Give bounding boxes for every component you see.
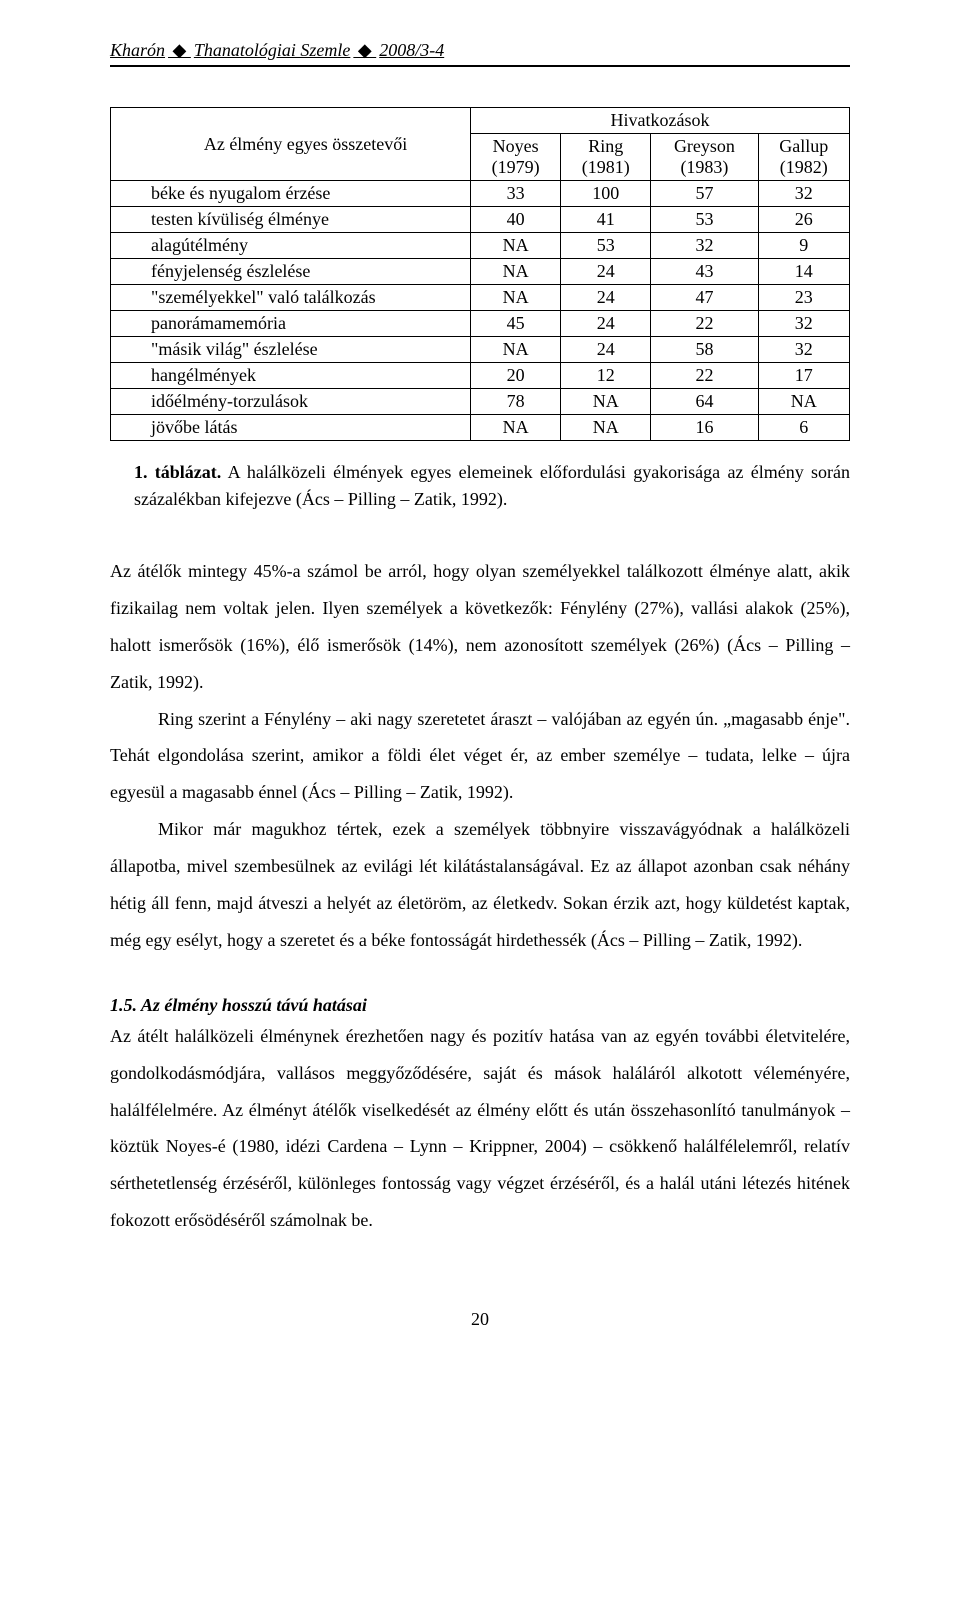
diamond-icon: ◆ [165, 40, 194, 60]
page-number: 20 [110, 1309, 850, 1330]
section-title: 1.5. Az élmény hosszú távú hatásai [110, 995, 850, 1016]
table-row: fényjelenség észleléseNA244314 [111, 259, 850, 285]
table-row: béke és nyugalom érzése331005732 [111, 181, 850, 207]
paragraph: Az átélt halálközeli élménynek érezhetőe… [110, 1018, 850, 1239]
col-header: Noyes(1979) [471, 134, 561, 181]
table-row: jövőbe látásNANA166 [111, 415, 850, 441]
table-row: "személyekkel" való találkozásNA244723 [111, 285, 850, 311]
frequency-table: Az élmény egyes összetevői Hivatkozások … [110, 107, 850, 441]
journal-issue: 2008/3-4 [379, 40, 444, 60]
table-row: hangélmények20122217 [111, 363, 850, 389]
table-header-right: Hivatkozások [471, 108, 850, 134]
paragraph: Ring szerint a Fénylény – aki nagy szere… [110, 701, 850, 812]
col-header: Gallup(1982) [758, 134, 850, 181]
table-caption: 1. táblázat. A halálközeli élmények egye… [134, 459, 850, 513]
journal-subtitle: Thanatológiai Szemle [194, 40, 351, 60]
running-header: Kharón ◆ Thanatológiai Szemle ◆ 2008/3-4 [110, 40, 850, 67]
diamond-icon: ◆ [350, 40, 379, 60]
caption-text: A halálközeli élmények egyes elemeinek e… [134, 462, 850, 509]
col-header: Ring(1981) [561, 134, 651, 181]
journal-title: Kharón [110, 40, 165, 60]
caption-index: 1. táblázat. [134, 462, 221, 482]
paragraph: Az átélők mintegy 45%-a számol be arról,… [110, 553, 850, 701]
table-row: időélmény-torzulások78NA64NA [111, 389, 850, 415]
col-header: Greyson(1983) [651, 134, 758, 181]
table-row: testen kívüliség élménye40415326 [111, 207, 850, 233]
table-row: alagútélményNA53329 [111, 233, 850, 259]
table-row: panorámamemória45242232 [111, 311, 850, 337]
paragraph: Mikor már magukhoz tértek, ezek a személ… [110, 811, 850, 959]
table-header-left: Az élmény egyes összetevői [111, 108, 471, 181]
table-row: "másik világ" észleléseNA245832 [111, 337, 850, 363]
